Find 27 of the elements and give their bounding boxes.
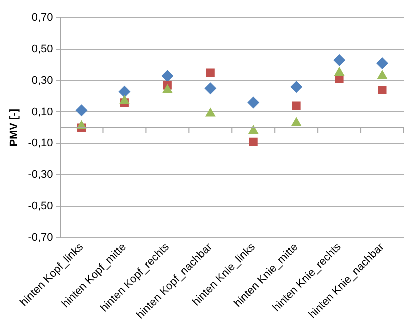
point [249, 138, 258, 146]
point [118, 86, 131, 98]
y-tick-label: -0,70 [28, 232, 54, 244]
point [290, 81, 303, 94]
point [248, 96, 260, 109]
y-tick-label: -0,30 [28, 169, 54, 182]
point [292, 102, 301, 110]
point [291, 117, 302, 126]
point [162, 84, 173, 94]
point [248, 125, 259, 134]
point [76, 104, 88, 117]
point [334, 54, 346, 66]
point [204, 82, 217, 95]
point [206, 68, 215, 78]
point [162, 70, 174, 82]
point [377, 70, 388, 80]
point [378, 86, 387, 94]
y-axis-title: PMV [-] [8, 108, 21, 147]
y-tick-label: -0,10 [28, 138, 54, 150]
y-tick-label: 0,70 [32, 12, 54, 24]
y-tick-label: 0,50 [32, 43, 54, 56]
point [205, 108, 216, 117]
y-tick-label: 0,10 [32, 106, 54, 118]
y-tick-label: 0,30 [32, 74, 54, 87]
point [120, 95, 130, 104]
point [376, 58, 389, 70]
y-tick-label: -0,50 [28, 200, 54, 212]
